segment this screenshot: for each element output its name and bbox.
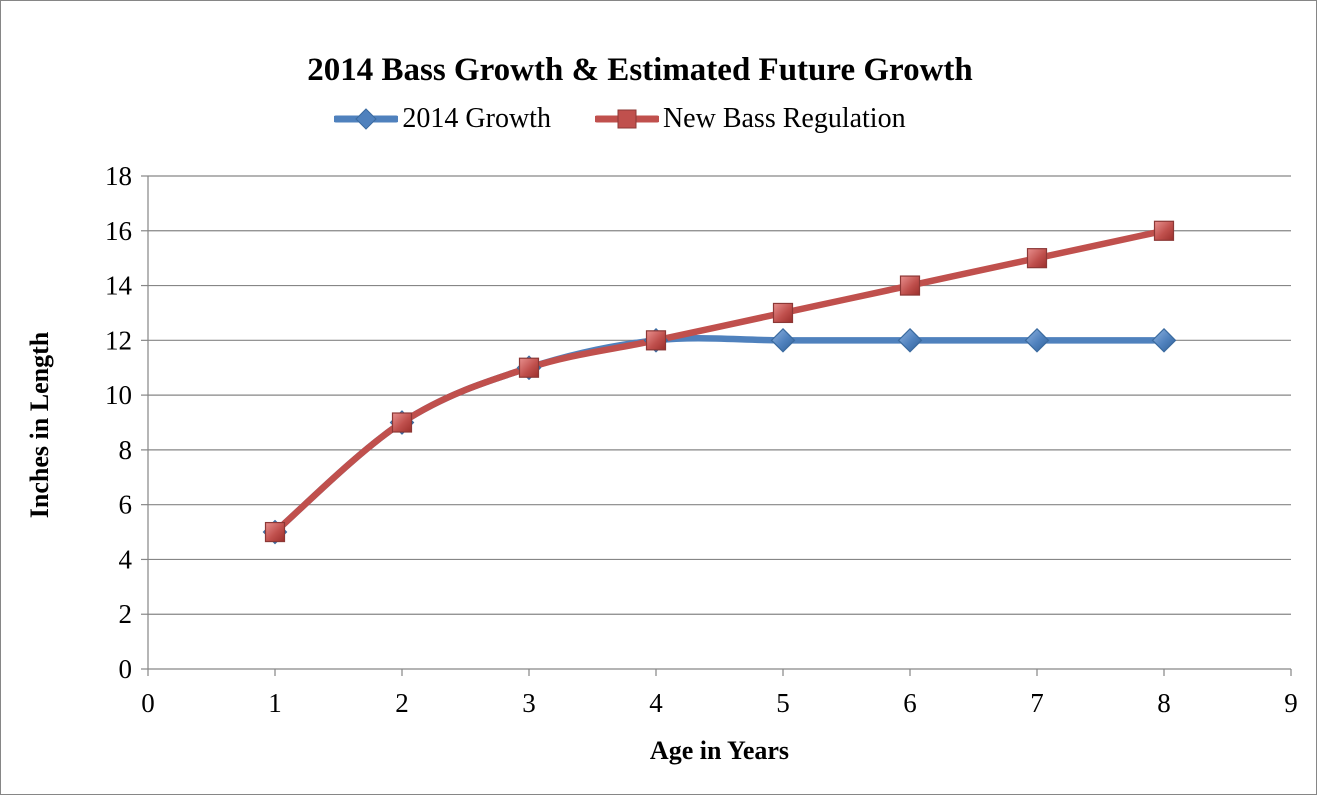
y-tick-label: 10 (105, 380, 132, 410)
x-tick-label: 7 (1030, 688, 1044, 718)
series-line-new-bass-regulation (271, 227, 1168, 536)
data-point-2014-growth-8 (1151, 327, 1177, 353)
data-point-new-bass-regulation-4 (645, 330, 667, 351)
y-tick-label: 2 (119, 599, 133, 629)
x-tick-label: 0 (141, 688, 155, 718)
data-point-2014-growth-5 (770, 327, 796, 353)
y-tick-label: 0 (119, 654, 133, 684)
legend-item-new-bass-regulation: New Bass Regulation (594, 103, 906, 135)
y-tick-label: 18 (105, 161, 132, 191)
chart-title: 2014 Bass Growth & Estimated Future Grow… (307, 52, 973, 88)
x-tick-label: 8 (1157, 688, 1171, 718)
x-tick-label: 2 (395, 688, 409, 718)
data-point-new-bass-regulation-2 (391, 412, 413, 433)
series-line-2014-growth (271, 335, 1168, 536)
data-point-2014-growth-6 (897, 327, 923, 353)
x-tick-label: 1 (268, 688, 282, 718)
data-point-2014-growth-7 (1024, 327, 1050, 353)
y-tick-label: 4 (119, 544, 133, 574)
data-point-new-bass-regulation-7 (1026, 248, 1048, 269)
legend-swatch-new-bass-regulation (594, 109, 659, 129)
x-tick-label: 3 (522, 688, 536, 718)
series-group (262, 220, 1177, 545)
x-tick-label: 6 (903, 688, 917, 718)
axes (141, 175, 1292, 676)
legend-label-2014-growth: 2014 Growth (402, 103, 551, 134)
x-tick-label: 4 (649, 688, 663, 718)
y-tick-label: 8 (119, 435, 133, 465)
y-tick-label: 12 (105, 325, 132, 355)
data-point-new-bass-regulation-3 (518, 357, 540, 378)
legend-swatch-2014-growth (334, 108, 399, 130)
data-point-new-bass-regulation-5 (772, 302, 794, 324)
y-tick-label: 16 (105, 216, 132, 246)
x-tick-label: 9 (1284, 688, 1298, 718)
x-axis-label: Age in Years (649, 736, 790, 765)
legend: 2014 Growth New Bass Regulation (0, 103, 1240, 135)
x-tick-label: 5 (776, 688, 790, 718)
y-tick-label: 6 (119, 490, 133, 520)
data-point-new-bass-regulation-1 (264, 521, 286, 543)
legend-item-2014-growth: 2014 Growth (334, 103, 551, 135)
y-axis-label: Inches in Length (25, 331, 54, 519)
legend-label-new-bass-regulation: New Bass Regulation (662, 103, 906, 134)
y-tick-label: 14 (105, 271, 133, 301)
data-point-new-bass-regulation-6 (899, 275, 921, 296)
data-point-new-bass-regulation-8 (1153, 220, 1175, 241)
